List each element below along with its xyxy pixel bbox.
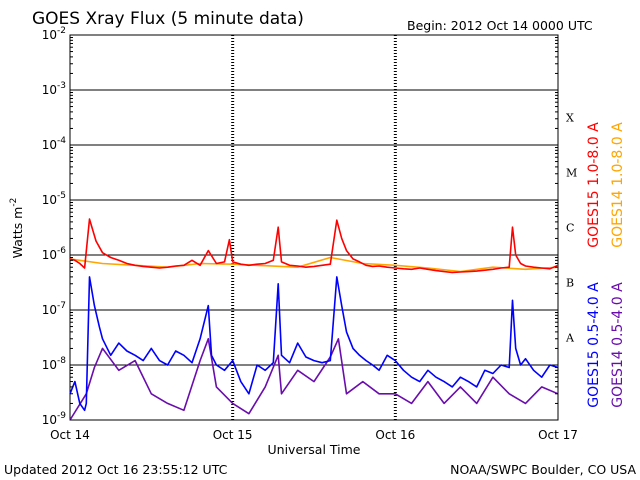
chart-title: GOES Xray Flux (5 minute data) xyxy=(32,9,304,29)
x-tick-label: Oct 16 xyxy=(375,428,415,442)
flare-class-label: X xyxy=(566,112,574,125)
y-tick-label: 10-8 xyxy=(42,356,67,372)
series-line-0 xyxy=(69,256,559,273)
y-tick-label: 10-2 xyxy=(42,26,66,42)
flare-class-label: B xyxy=(566,277,574,290)
y-tick-label: 10-4 xyxy=(42,136,67,152)
x-tick-label: Oct 14 xyxy=(50,428,90,442)
plot-area xyxy=(69,34,559,421)
flare-class-label: C xyxy=(566,222,574,235)
series-layer xyxy=(69,218,559,421)
y-axis-label: Watts m-2 xyxy=(9,198,25,259)
updated-label: Updated 2012 Oct 16 23:55:12 UTC xyxy=(4,462,228,477)
y-axis-label-exponent: -2 xyxy=(9,198,19,207)
x-tick-label: Oct 17 xyxy=(538,428,578,442)
y-tick-label: 10-6 xyxy=(42,246,67,262)
legend: GOES15 1.0-8.0 A GOES14 1.0-8.0 A GOES15 0… xyxy=(586,122,626,408)
series-line-3 xyxy=(69,276,559,412)
x-axis-label: Universal Time xyxy=(268,442,361,457)
credit-label: NOAA/SWPC Boulder, CO USA xyxy=(450,462,636,477)
grid-lines xyxy=(70,35,558,420)
series-line-1 xyxy=(69,218,559,274)
y-tick-label: 10-5 xyxy=(42,191,66,207)
y-tick-label: 10-3 xyxy=(42,81,66,97)
y-tick-label: 10-7 xyxy=(42,301,66,317)
flare-class-labels: A B C M X xyxy=(565,112,577,345)
legend-item-3: GOES15 0.5-4.0 A xyxy=(586,282,602,408)
legend-item-2: GOES14 0.5-4.0 A xyxy=(610,282,626,408)
begin-label: Begin: 2012 Oct 14 0000 UTC xyxy=(407,18,593,33)
x-tick-label: Oct 15 xyxy=(213,428,253,442)
flare-class-label: M xyxy=(566,167,577,180)
y-tick-label: 10-9 xyxy=(42,411,67,427)
series-line-2 xyxy=(69,337,559,421)
legend-item-1: GOES15 1.0-8.0 A xyxy=(586,122,602,248)
y-axis-label-text: Watts m xyxy=(10,207,25,259)
x-axis-ticks: Oct 14 Oct 15 Oct 16 Oct 17 xyxy=(50,428,578,442)
flare-class-label: A xyxy=(565,332,575,345)
legend-item-0: GOES14 1.0-8.0 A xyxy=(610,122,626,248)
y-axis-ticks: 10-9 10-8 10-7 10-6 10-5 10-4 10-3 10-2 xyxy=(42,26,558,427)
